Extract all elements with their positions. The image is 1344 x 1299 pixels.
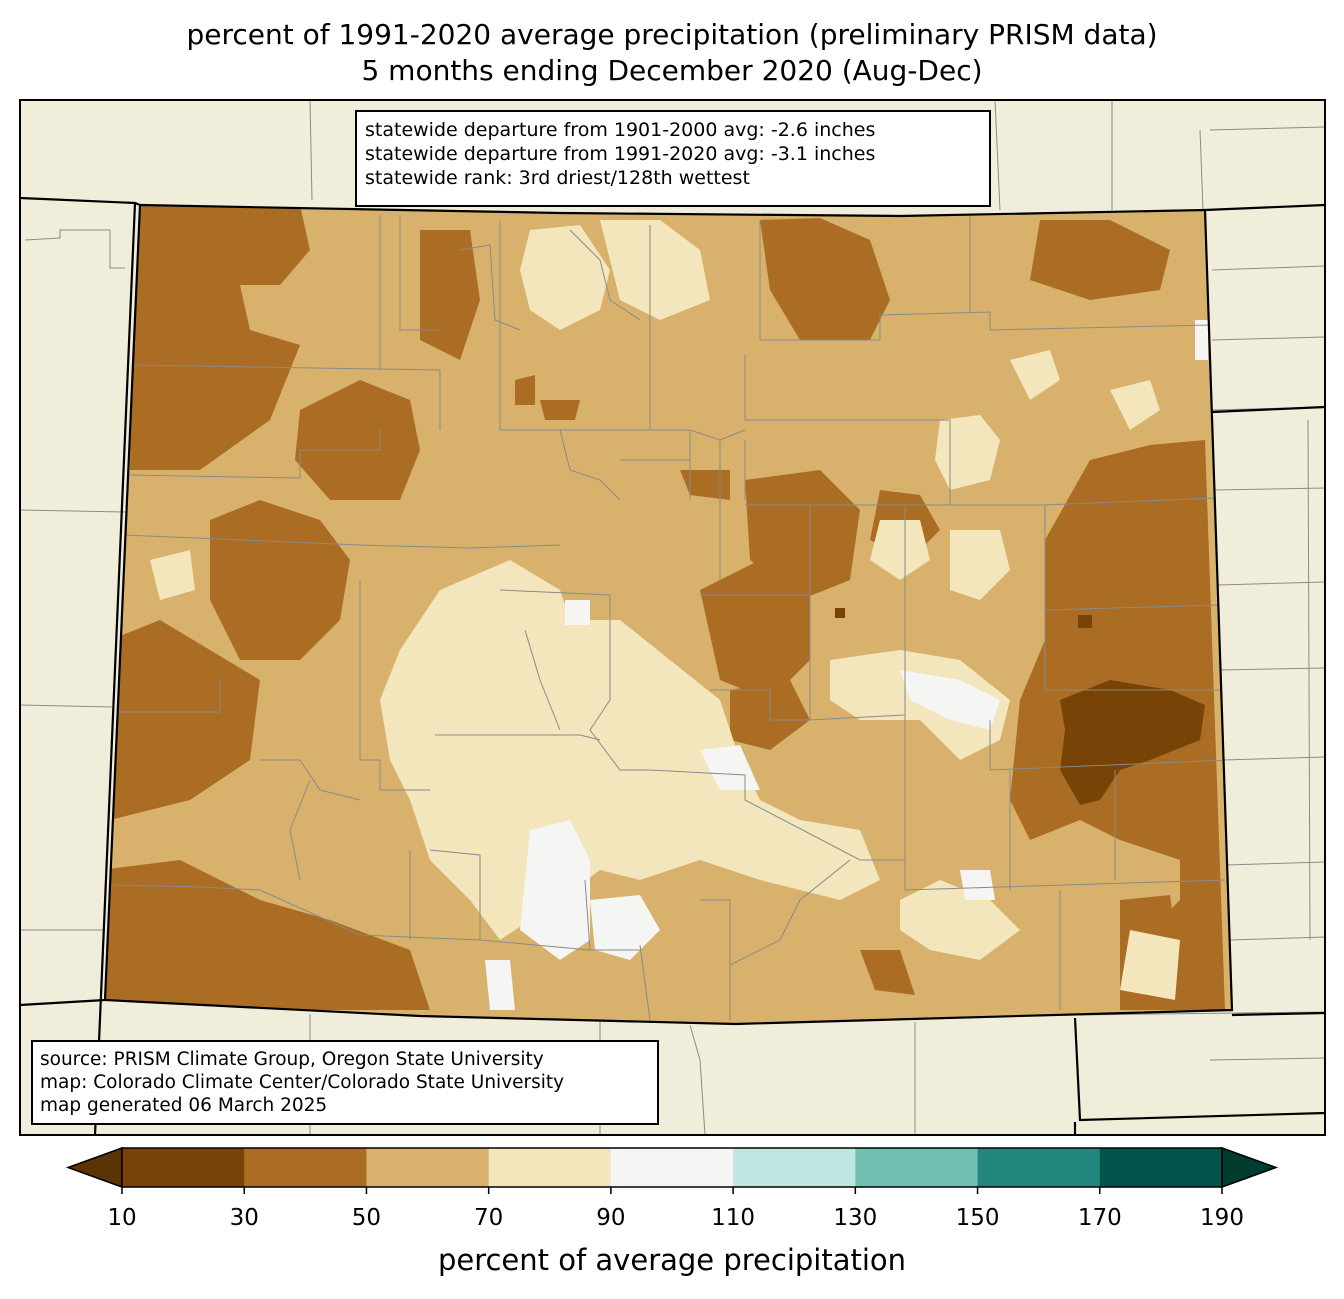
- colorbar-segment: [366, 1148, 490, 1187]
- colorbar-over-arrow: [1221, 1146, 1279, 1189]
- colorbar-tick-label: 50: [351, 1205, 382, 1231]
- stats-line-1: statewide departure from 1901-2000 avg: …: [365, 119, 876, 141]
- map-frame: [19, 99, 1326, 1136]
- colorbar-tick-label: 130: [833, 1205, 878, 1231]
- colorbar-tick-label: 190: [1200, 1205, 1244, 1231]
- stats-line-2: statewide departure from 1991-2020 avg: …: [365, 143, 876, 165]
- source-line-1: source: PRISM Climate Group, Oregon Stat…: [40, 1049, 544, 1070]
- colorbar-tick-label: 150: [955, 1205, 1000, 1231]
- colorbar-tick-label: 110: [711, 1205, 756, 1231]
- colorbar-tick-label: 30: [229, 1205, 259, 1231]
- colorbar-segment: [733, 1148, 856, 1187]
- colorbar: [65, 1146, 1279, 1194]
- statewide-stats-box: statewide departure from 1901-2000 avg: …: [355, 110, 991, 207]
- colorbar-tick-label: 170: [1077, 1205, 1122, 1231]
- colorbar-label: percent of average precipitation: [437, 1243, 907, 1277]
- map-title-line-2: 5 months ending December 2020 (Aug-Dec): [361, 54, 983, 87]
- colorbar-tick-label: 10: [107, 1205, 137, 1231]
- map-title-line-1: percent of 1991-2020 average precipitati…: [186, 18, 1158, 51]
- colorbar-segment: [610, 1148, 734, 1187]
- colorbar-tick-label: 90: [596, 1205, 626, 1231]
- colorbar-segment: [244, 1148, 367, 1187]
- colorbar-segment: [1099, 1148, 1223, 1187]
- colorbar-segment: [488, 1148, 612, 1187]
- source-line-3: map generated 06 March 2025: [40, 1095, 328, 1116]
- colorbar-segment: [977, 1148, 1101, 1187]
- colorbar-segment: [122, 1148, 245, 1187]
- source-box: source: PRISM Climate Group, Oregon Stat…: [31, 1040, 659, 1125]
- county-lines: [109, 215, 1231, 1021]
- precipitation-fill: [105, 205, 1232, 1024]
- colorbar-tick-label: 70: [474, 1205, 504, 1231]
- source-line-2: map: Colorado Climate Center/Colorado St…: [40, 1072, 565, 1093]
- stats-line-3: statewide rank: 3rd driest/128th wettest: [365, 167, 750, 189]
- colorbar-segment: [855, 1148, 979, 1187]
- colorbar-outline: [121, 1147, 1223, 1188]
- state-borders: [20, 196, 1325, 1135]
- colorbar-under-arrow: [65, 1146, 123, 1189]
